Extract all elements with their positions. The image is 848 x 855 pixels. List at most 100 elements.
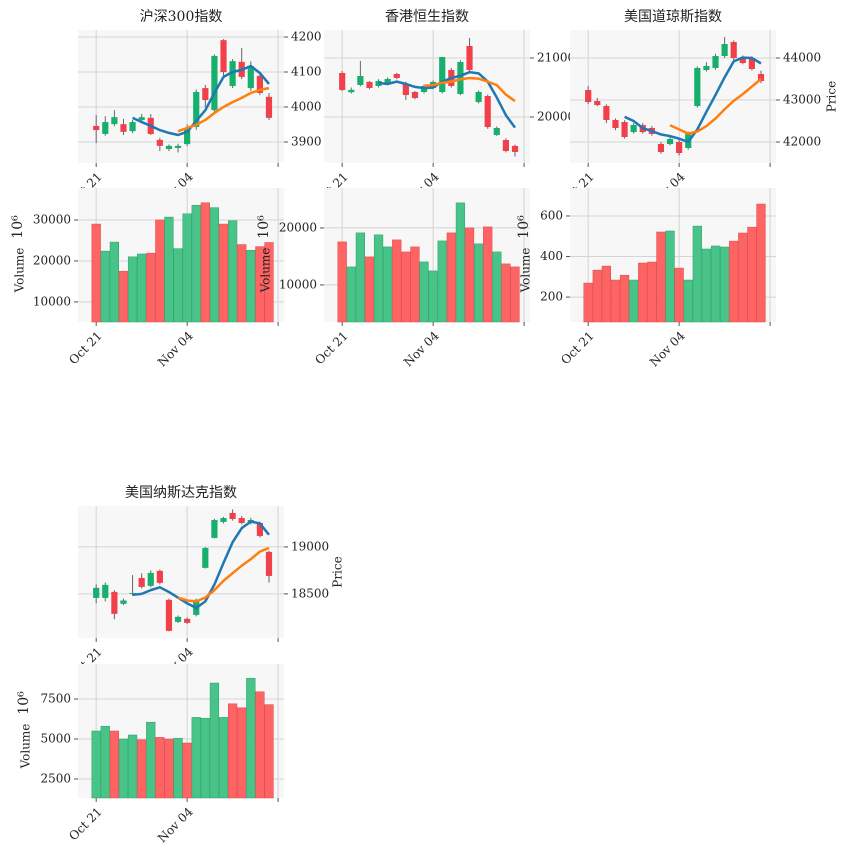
volume-bar xyxy=(756,203,766,323)
candle-body xyxy=(475,91,482,102)
volume-bar xyxy=(346,266,356,323)
volume-bar xyxy=(601,265,611,323)
candle-body xyxy=(129,122,136,132)
candle-body xyxy=(247,66,254,89)
y-tick-label: 42000 xyxy=(783,135,821,149)
y-tick-label: 200 xyxy=(540,290,563,304)
volume-offset-label: 10⁶ xyxy=(516,215,532,239)
x-tick-label: Nov 04 xyxy=(401,328,442,369)
volume-bar xyxy=(638,262,648,323)
volume-bar xyxy=(118,270,129,323)
candle-body xyxy=(147,572,154,586)
volume-bar xyxy=(164,216,174,323)
volume-bar xyxy=(109,241,119,323)
price-axes-bg xyxy=(78,30,284,163)
volume-bar xyxy=(164,738,174,799)
volume-bar xyxy=(729,240,739,323)
candle-body xyxy=(730,42,737,59)
candle-body xyxy=(238,518,245,523)
candle-body xyxy=(703,65,710,71)
volume-bar xyxy=(109,730,119,799)
candle-body xyxy=(339,72,346,90)
volume-bar xyxy=(200,202,210,323)
volume-bar xyxy=(392,239,402,323)
x-tick-label: Oct 21 xyxy=(558,329,597,368)
volume-bar xyxy=(647,261,657,323)
volume-bar xyxy=(264,242,274,323)
volume-bar xyxy=(191,717,201,799)
candle-body xyxy=(666,139,674,145)
moving-average-line xyxy=(177,86,270,133)
candle-body xyxy=(184,128,191,145)
volume-bar xyxy=(173,248,183,323)
y-tick-label: 10000 xyxy=(279,277,317,291)
volume-offset-label: 10⁶ xyxy=(256,215,272,239)
candle-body xyxy=(603,106,610,120)
volume-bar xyxy=(227,703,238,799)
moving-average-line xyxy=(132,64,270,137)
candle-body xyxy=(174,616,182,622)
candle-body xyxy=(393,73,400,78)
volume-bar xyxy=(127,256,138,323)
x-tick-label: Oct 21 xyxy=(66,329,105,368)
volume-bar xyxy=(710,245,721,323)
candle-body xyxy=(265,96,273,118)
y-tick-label: 400 xyxy=(540,249,563,263)
candle-body xyxy=(411,91,419,99)
candle-body xyxy=(211,519,218,538)
volume-bar xyxy=(401,251,411,323)
volume-bar xyxy=(364,256,375,323)
y-tick-label: 5000 xyxy=(40,731,71,745)
candle-body xyxy=(256,75,263,93)
candle-body xyxy=(657,144,665,152)
candle-body xyxy=(466,45,473,70)
y-tick-label: 4000 xyxy=(291,100,322,114)
volume-bar xyxy=(464,227,475,323)
candle-body xyxy=(384,78,391,84)
candle-body xyxy=(174,145,182,148)
y-axis-label: Price xyxy=(331,556,345,587)
volume-bar xyxy=(683,279,693,323)
volume-bar xyxy=(355,232,365,323)
candle-body xyxy=(511,145,519,152)
y-tick-label: 20000 xyxy=(33,253,71,267)
volume-bar xyxy=(665,230,675,323)
volume-bar xyxy=(146,721,156,799)
volume-bar xyxy=(674,267,684,323)
y-tick-label: 44000 xyxy=(783,51,821,65)
volume-bar xyxy=(237,707,247,799)
volume-offset-label: 10⁶ xyxy=(16,691,32,715)
panel-title: 美国道琼斯指数 xyxy=(624,9,722,25)
candle-body xyxy=(229,61,236,86)
volume-bar xyxy=(218,717,229,799)
x-tick-label: Oct 21 xyxy=(66,805,105,844)
volume-bar xyxy=(246,250,256,323)
volume-bar xyxy=(473,243,484,323)
volume-bar xyxy=(155,219,165,323)
candle-body xyxy=(621,122,628,138)
y-tick-label: 21000 xyxy=(537,51,575,65)
y-tick-label: 20000 xyxy=(537,109,575,123)
candle-body xyxy=(138,577,145,587)
candle-body xyxy=(138,117,145,120)
candle-body xyxy=(348,89,355,93)
candle-body xyxy=(220,518,227,522)
candle-body xyxy=(357,76,364,85)
candle-body xyxy=(156,139,163,146)
volume-bar xyxy=(200,717,210,799)
volume-bar xyxy=(237,244,247,323)
volume-axis-label: Volume xyxy=(19,724,33,770)
y-tick-label: 3900 xyxy=(291,135,322,149)
volume-bar xyxy=(428,270,438,323)
volume-bar xyxy=(629,279,639,323)
candle-body xyxy=(120,124,127,132)
volume-bar xyxy=(373,234,384,323)
volume-bar xyxy=(410,246,420,323)
volume-bar xyxy=(218,223,229,323)
volume-bar xyxy=(182,213,192,323)
volume-bar xyxy=(419,261,429,323)
volume-bar xyxy=(255,246,265,323)
